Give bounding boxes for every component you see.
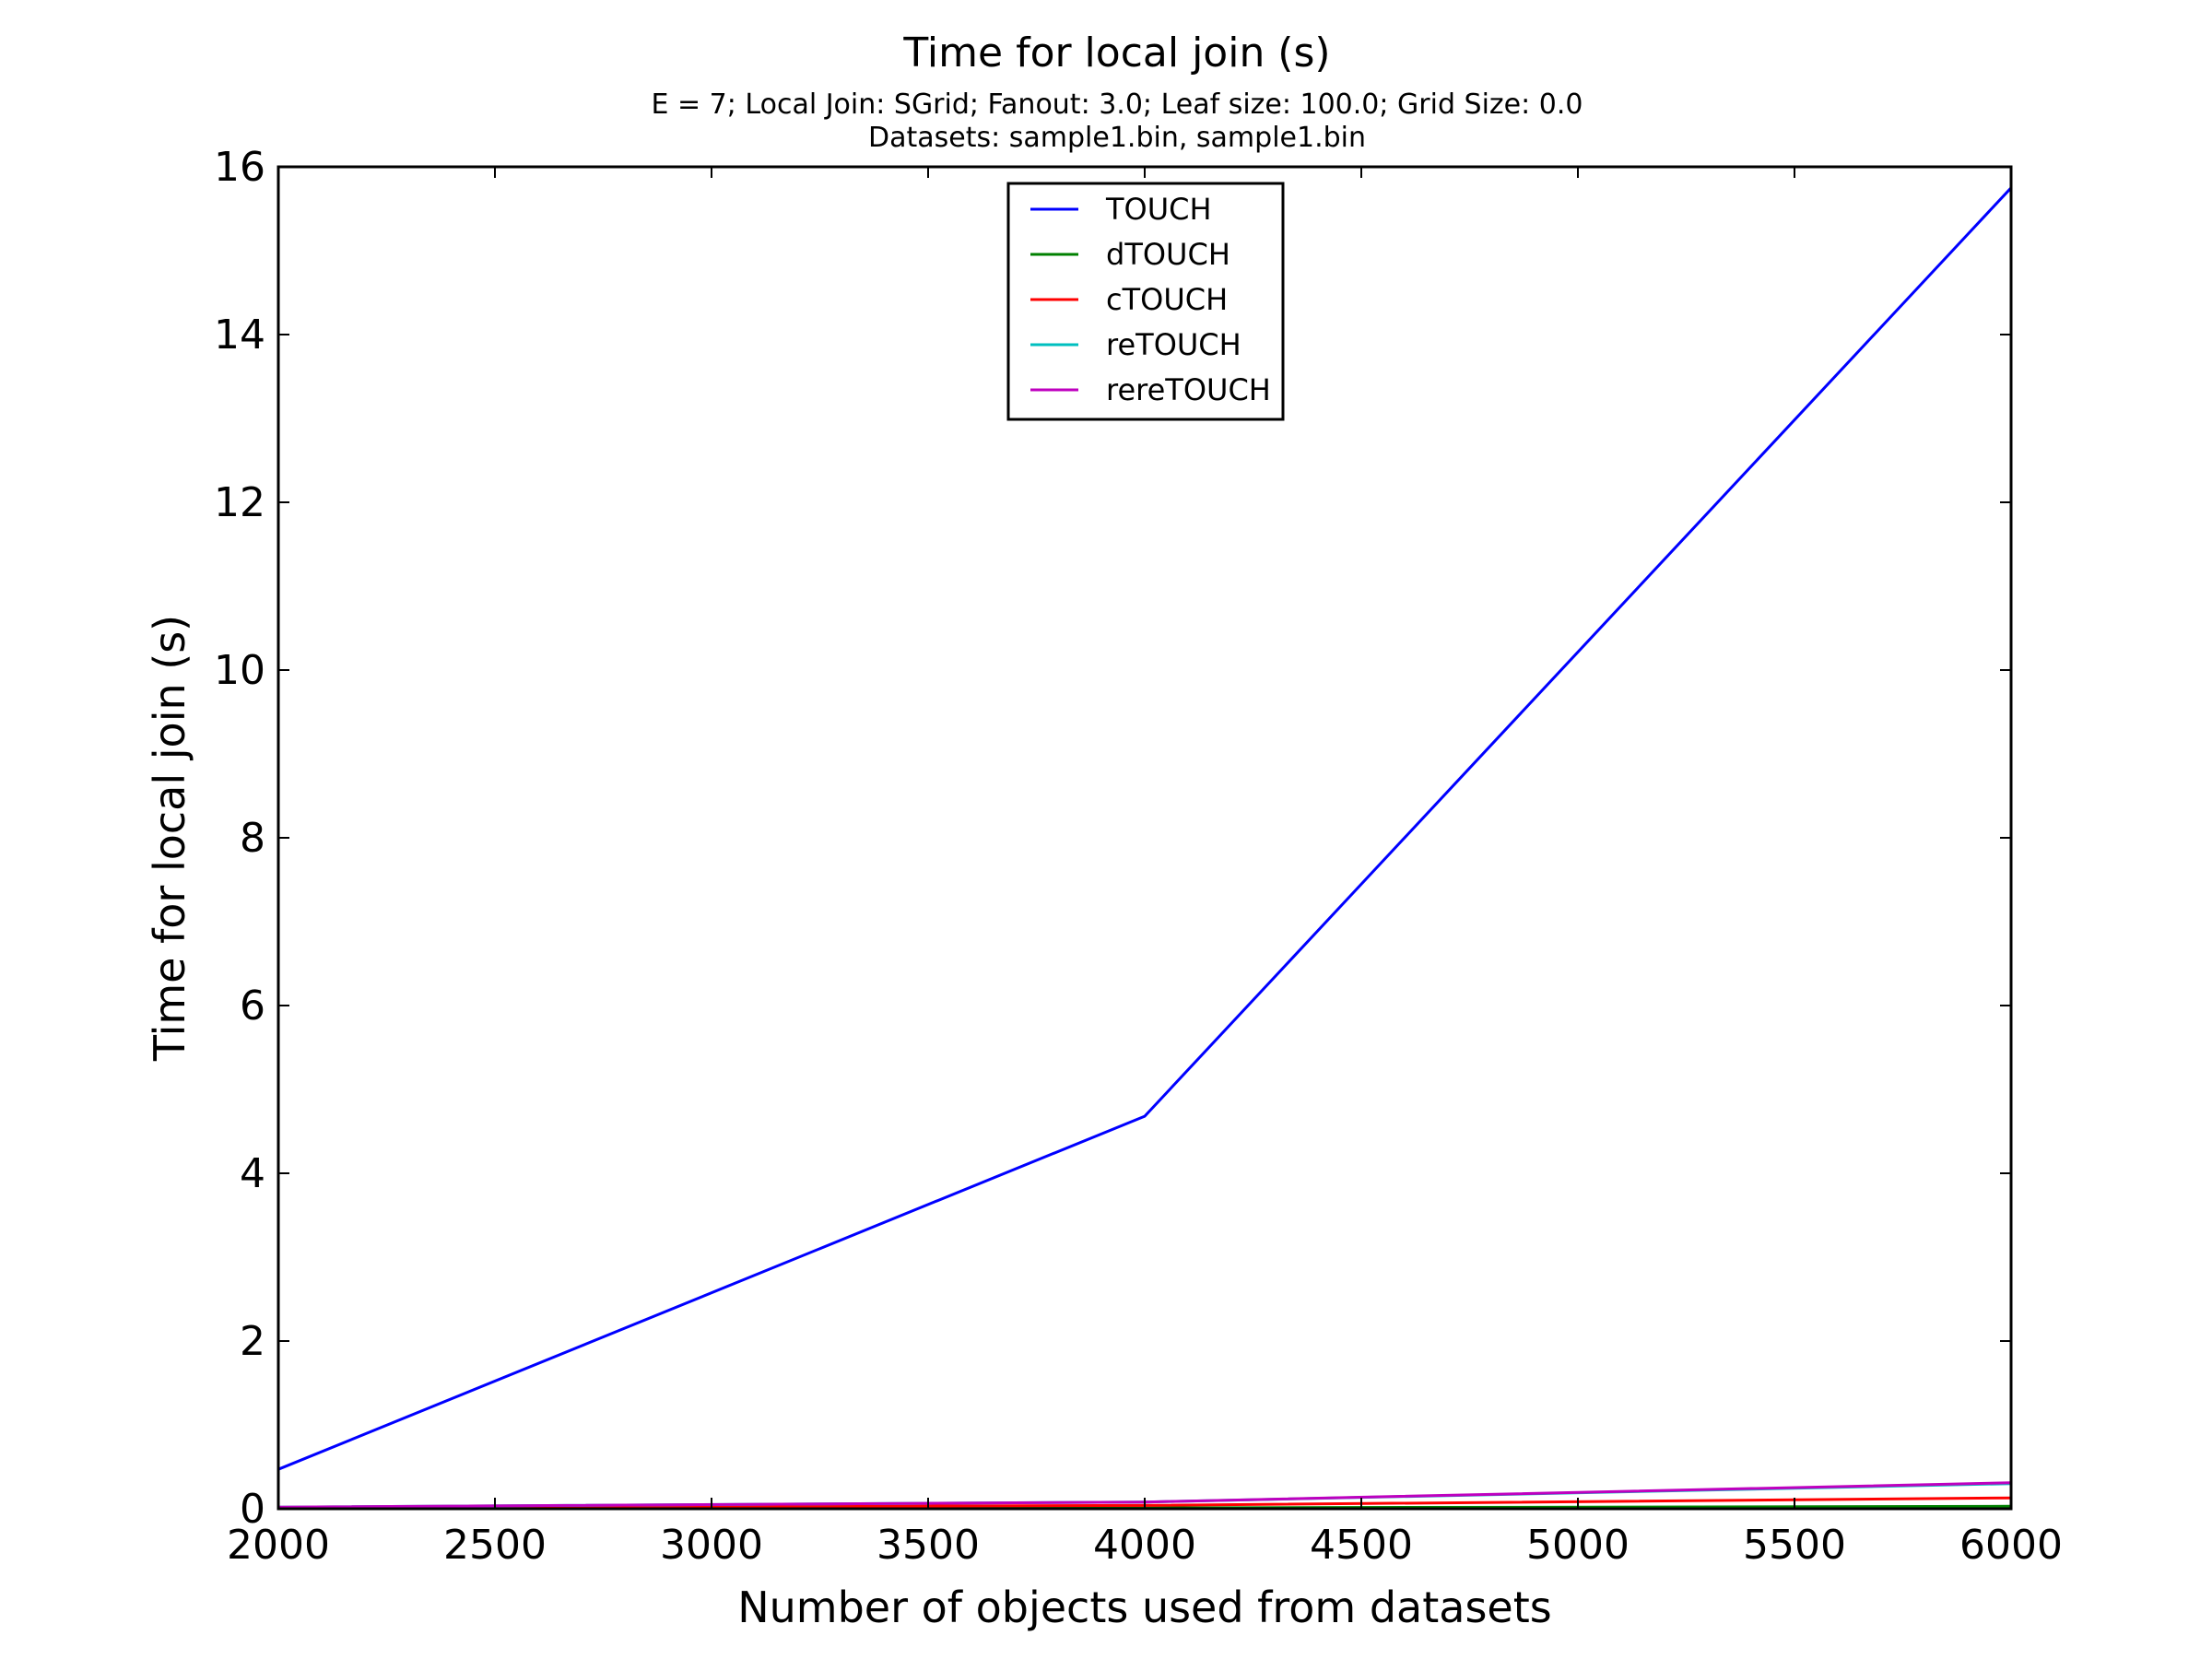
chart-subtitle-line-2: Datasets: sample1.bin, sample1.bin (868, 122, 1366, 154)
y-tick-label: 16 (214, 144, 265, 191)
x-tick-label: 2000 (227, 1522, 330, 1569)
legend-label-dtouch: dTOUCH (1106, 237, 1230, 272)
x-tick-label: 5000 (1526, 1522, 1630, 1569)
x-tick-label: 4500 (1310, 1522, 1413, 1569)
y-axis-label: Time for local join (s) (145, 615, 194, 1062)
y-tick-label: 0 (240, 1486, 265, 1533)
legend-label-retouch: reTOUCH (1106, 327, 1241, 362)
y-tick-label: 6 (240, 982, 265, 1030)
plot-area-frame (276, 165, 2013, 1511)
y-tick-label: 10 (214, 647, 265, 694)
y-tick-label: 12 (214, 479, 265, 526)
x-tick-label: 5500 (1743, 1522, 1846, 1569)
chart-subtitle-line-1: E = 7; Local Join: SGrid; Fanout: 3.0; L… (652, 88, 1583, 121)
x-tick-label: 3000 (660, 1522, 763, 1569)
series-line-touch (277, 186, 2013, 1471)
y-tick-label: 2 (240, 1318, 265, 1365)
x-tick-label: 4000 (1093, 1522, 1196, 1569)
legend-label-touch: TOUCH (1105, 192, 1212, 227)
legend: TOUCH dTOUCH cTOUCH reTOUCH rereTOUCH (1006, 182, 1285, 421)
x-tick-label: 2500 (443, 1522, 547, 1569)
x-tick-label: 3500 (877, 1522, 980, 1569)
legend-label-ctouch: cTOUCH (1106, 282, 1228, 317)
y-tick-label: 14 (214, 312, 265, 359)
legend-label-reretouch: rereTOUCH (1106, 372, 1271, 407)
y-tick-label: 4 (240, 1150, 265, 1197)
x-axis-label: Number of objects used from datasets (737, 1583, 1552, 1632)
chart-title: Time for local join (s) (902, 29, 1330, 76)
y-tick-label: 8 (240, 815, 265, 862)
x-tick-label: 6000 (1959, 1522, 2063, 1569)
legend-box (1006, 182, 1285, 421)
ticks-layer: 2000 2500 3000 3500 4000 4500 5000 5500 6000 0 2 4 6… (214, 144, 2063, 1569)
